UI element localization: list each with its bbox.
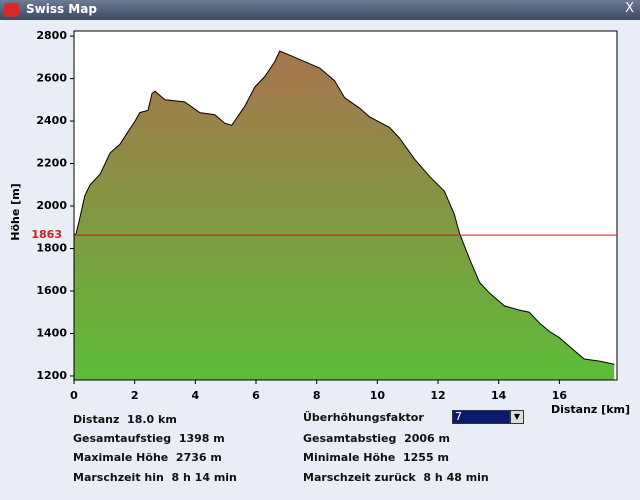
reference-label: 1863 bbox=[31, 228, 62, 241]
y-tick-label: 2600 bbox=[36, 72, 67, 85]
stat: Marschzeit zurück 8 h 48 min bbox=[303, 471, 489, 484]
stat: Gesamtaufstieg 1398 m bbox=[73, 432, 225, 445]
y-tick-label: 1200 bbox=[36, 369, 67, 382]
stat: Marschzeit hin 8 h 14 min bbox=[73, 471, 237, 484]
y-tick-label: 1600 bbox=[36, 284, 67, 297]
x-tick-label: 8 bbox=[313, 389, 321, 402]
dropdown-arrow[interactable]: ▼ bbox=[510, 410, 524, 424]
factor-label: Überhöhungsfaktor bbox=[303, 411, 424, 424]
chart: 1863 1200 1400 1600 1800 2000 2200 2400 2600 2800… bbox=[9, 29, 630, 416]
stat: Gesamtabstieg 2006 m bbox=[303, 432, 450, 445]
y-tick-label: 2400 bbox=[36, 114, 67, 127]
profile-line bbox=[73, 50, 615, 365]
factor-select[interactable]: 7 bbox=[452, 410, 510, 424]
x-tick-label: 16 bbox=[552, 389, 568, 402]
y-tick-label: 2000 bbox=[36, 199, 67, 212]
stat: Distanz 18.0 km bbox=[73, 413, 177, 426]
x-axis-label: Distanz [km] bbox=[551, 403, 630, 416]
x-tick-label: 10 bbox=[370, 389, 386, 402]
stat: Minimale Höhe 1255 m bbox=[303, 451, 449, 464]
y-tick-label: 1800 bbox=[36, 242, 67, 255]
x-tick-label: 12 bbox=[430, 389, 445, 402]
stat: Maximale Höhe 2736 m bbox=[73, 451, 222, 464]
y-tick-label: 2800 bbox=[36, 29, 67, 42]
window-title: Swiss Map bbox=[26, 2, 97, 16]
title-bar: Swiss Map X bbox=[0, 0, 640, 20]
profile-area bbox=[74, 51, 615, 380]
y-tick-label: 2200 bbox=[36, 157, 67, 170]
y-tick-label: 1400 bbox=[36, 326, 67, 339]
x-tick-label: 0 bbox=[70, 389, 78, 402]
plot-frame bbox=[73, 30, 618, 381]
close-button[interactable]: X bbox=[625, 1, 634, 16]
x-tick-label: 14 bbox=[491, 389, 507, 402]
x-tick-label: 6 bbox=[252, 389, 260, 402]
y-axis-label: Höhe [m] bbox=[9, 183, 22, 240]
x-tick-label: 2 bbox=[131, 389, 139, 402]
app-icon bbox=[4, 3, 19, 17]
x-tick-label: 4 bbox=[192, 389, 200, 402]
